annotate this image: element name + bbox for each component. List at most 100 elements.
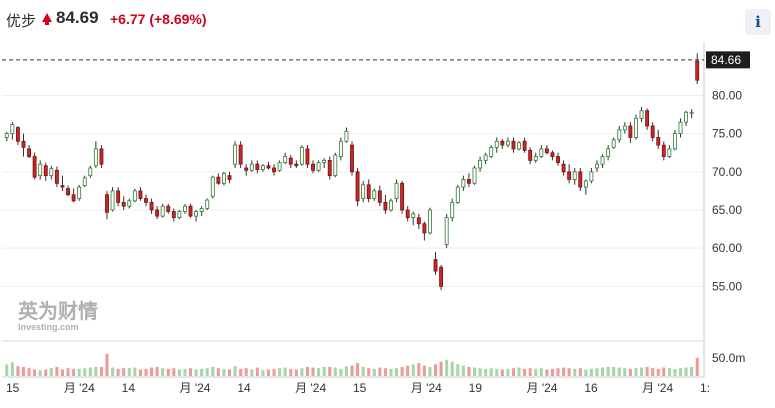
volume-bars: [5, 353, 699, 376]
info-button[interactable]: i: [745, 9, 771, 35]
volume-bar: [216, 368, 220, 376]
candle-body: [316, 162, 321, 171]
y-tick-label: 75.00: [712, 127, 742, 141]
volume-bar: [534, 368, 538, 376]
quote-header: 优步 84.69 +6.77 (+8.69%) i: [0, 0, 775, 38]
candle: [689, 109, 694, 119]
volume-bar: [183, 368, 187, 376]
candle-body: [472, 167, 477, 184]
candle: [645, 108, 650, 130]
candle-body: [205, 199, 210, 209]
candle-body: [505, 140, 510, 146]
candle: [361, 180, 366, 203]
candle-body: [138, 190, 143, 199]
volume-bar: [55, 366, 59, 376]
volume-bar: [138, 369, 142, 376]
volume-bar: [478, 368, 482, 376]
candle: [93, 141, 98, 168]
candle-body: [43, 165, 48, 177]
candle-body: [533, 156, 538, 161]
candle-body: [4, 133, 9, 138]
candle-body: [105, 194, 109, 213]
candle: [327, 156, 332, 180]
volume-bar: [428, 366, 432, 376]
candle: [611, 137, 616, 149]
candle: [539, 145, 544, 159]
candle: [377, 185, 382, 207]
candle: [60, 175, 65, 191]
volume-bar: [111, 367, 115, 376]
candle-body: [338, 140, 343, 157]
current-price: 84.69: [56, 8, 99, 27]
candle: [272, 164, 276, 176]
candle-body: [634, 117, 638, 138]
candle-body: [266, 165, 271, 169]
candle: [606, 145, 611, 161]
x-tick-label: 15: [353, 381, 367, 395]
candle: [461, 175, 466, 191]
candle-body: [238, 144, 243, 165]
volume-bar: [684, 367, 688, 376]
volume-bar: [188, 368, 193, 376]
candle: [4, 132, 9, 142]
candle-body: [149, 201, 154, 211]
candle-body: [606, 148, 611, 157]
candle-body: [578, 171, 583, 188]
volume-bar: [88, 367, 92, 376]
candle: [444, 213, 449, 249]
price-change: +6.77 (+8.69%): [110, 11, 207, 27]
candle-body: [10, 124, 15, 135]
candle: [667, 145, 672, 159]
candle-body: [166, 205, 171, 212]
candle: [238, 141, 243, 168]
volume-bar: [205, 368, 209, 376]
candle: [661, 141, 666, 161]
candle: [622, 122, 627, 134]
volume-bar: [44, 369, 48, 376]
candle-body: [589, 171, 594, 182]
candle: [160, 203, 165, 218]
volume-bar: [400, 366, 404, 376]
volume-bar: [690, 366, 694, 376]
candle-body: [372, 190, 377, 199]
candle: [394, 179, 399, 203]
candle: [311, 160, 315, 174]
x-tick-label: 月 '24: [642, 381, 673, 395]
candle-body: [32, 156, 37, 178]
candle-body: [416, 217, 421, 225]
x-tick-label: 月 '24: [180, 381, 211, 395]
candle: [678, 118, 683, 138]
volume-bar: [194, 369, 198, 376]
watermark: 英为财情 Investing.com: [18, 299, 98, 332]
candle: [32, 152, 37, 180]
candle: [544, 145, 549, 155]
candles: [4, 53, 700, 291]
candle: [155, 206, 160, 220]
candle: [405, 206, 410, 222]
candle-body: [99, 148, 104, 165]
candle: [639, 106, 644, 123]
volume-bar: [517, 367, 521, 376]
candle-body: [595, 163, 599, 169]
candle: [489, 145, 494, 159]
candle: [116, 187, 121, 207]
candle-body: [528, 150, 533, 161]
volume-bar: [662, 367, 666, 376]
y-tick-label: 65.00: [712, 203, 742, 217]
candle-body: [628, 125, 633, 138]
volume-bar: [467, 366, 471, 376]
candle-body: [489, 146, 494, 157]
candle-body: [227, 175, 232, 180]
candle: [249, 160, 254, 172]
volume-bar: [339, 368, 343, 376]
candle-body: [210, 176, 215, 197]
candle: [188, 203, 193, 218]
volume-bar: [222, 368, 226, 376]
candle-body: [311, 163, 315, 171]
volume-bar: [116, 368, 120, 376]
candle-body: [517, 142, 521, 150]
volume-bar: [640, 367, 644, 376]
candle: [177, 210, 182, 220]
candle: [105, 190, 109, 220]
